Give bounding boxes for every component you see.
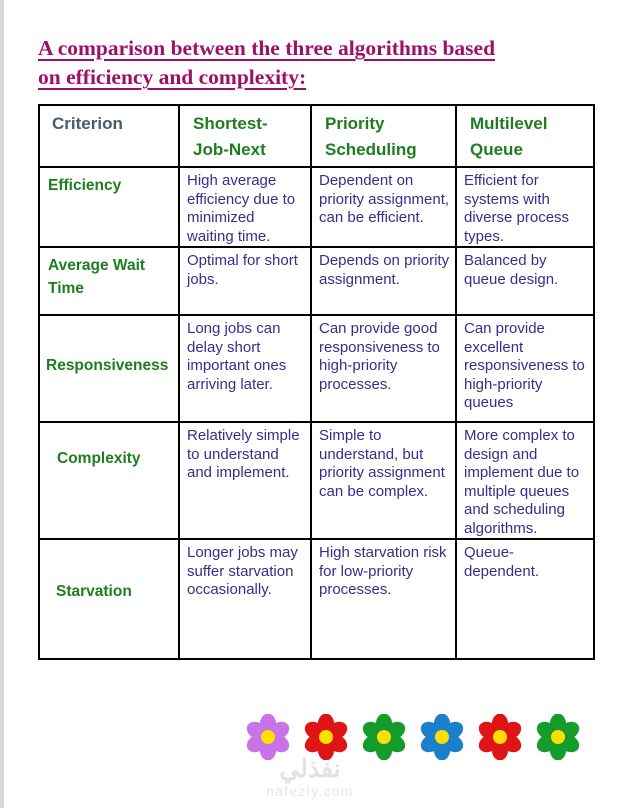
table-row-responsiveness: Responsiveness Long jobs can delay short… — [38, 314, 595, 423]
page-title-line-2: on efficiency and complexity: — [38, 65, 307, 89]
cell-efficiency-sjn: High average efficiency due to minimized… — [178, 166, 312, 248]
watermark-arabic-text: نفذلي — [279, 755, 341, 783]
cell-complexity-sjn: Relatively simple to understand and impl… — [178, 421, 312, 540]
row-label-responsiveness: Responsiveness — [38, 314, 180, 423]
row-label-complexity: Complexity — [38, 421, 180, 540]
flower-blue-icon — [420, 714, 464, 760]
page-title-line-1: A comparison between the three algorithm… — [38, 36, 496, 60]
header-priority-scheduling: Priority Scheduling — [310, 104, 457, 168]
flower-row — [245, 714, 581, 760]
page-title: A comparison between the three algorithm… — [38, 34, 598, 92]
watermark: نفذلي nafezly.com — [238, 754, 382, 799]
table-row-efficiency: Efficiency High average efficiency due t… — [38, 166, 595, 248]
table-row-average-wait-time: Average Wait Time Optimal for short jobs… — [38, 246, 595, 316]
comparison-table: Criterion Shortest- Job-Next Priority Sc… — [38, 104, 595, 660]
page-edge-strip — [0, 0, 4, 808]
table-header-row: Criterion Shortest- Job-Next Priority Sc… — [38, 104, 595, 168]
cell-responsiveness-multilevel: Can provide excellent responsiveness to … — [455, 314, 595, 423]
cell-complexity-multilevel: More complex to design and implement due… — [455, 421, 595, 540]
table-row-starvation: Starvation Longer jobs may suffer starva… — [38, 538, 595, 660]
cell-complexity-priority: Simple to understand, but priority assig… — [310, 421, 457, 540]
flower-red-2-icon — [478, 714, 522, 760]
flower-green-icon — [362, 714, 406, 760]
row-label-average-wait-time: Average Wait Time — [38, 246, 180, 316]
cell-efficiency-multilevel: Efficient for systems with diverse proce… — [455, 166, 595, 248]
cell-starvation-priority: High starvation risk for low-priority pr… — [310, 538, 457, 660]
cell-efficiency-priority: Dependent on priority assignment, can be… — [310, 166, 457, 248]
cell-awt-sjn: Optimal for short jobs. — [178, 246, 312, 316]
cell-awt-multilevel: Balanced by queue design. — [455, 246, 595, 316]
header-multilevel-queue: Multilevel Queue — [455, 104, 595, 168]
cell-starvation-sjn: Longer jobs may suffer starvation occasi… — [178, 538, 312, 660]
cell-starvation-multilevel: Queue-dependent. — [455, 538, 595, 660]
flower-green-2-icon — [536, 714, 580, 760]
flower-violet-icon — [246, 714, 290, 760]
table-row-complexity: Complexity Relatively simple to understa… — [38, 421, 595, 540]
cell-awt-priority: Depends on priority assignment. — [310, 246, 457, 316]
row-label-starvation: Starvation — [38, 538, 180, 660]
cell-responsiveness-priority: Can provide good responsiveness to high-… — [310, 314, 457, 423]
watermark-domain-text: nafezly.com — [266, 784, 354, 799]
flower-red-icon — [304, 714, 348, 760]
header-shortest-job-next: Shortest- Job-Next — [178, 104, 312, 168]
row-label-efficiency: Efficiency — [38, 166, 180, 248]
header-criterion: Criterion — [38, 104, 180, 168]
cell-responsiveness-sjn: Long jobs can delay short important ones… — [178, 314, 312, 423]
